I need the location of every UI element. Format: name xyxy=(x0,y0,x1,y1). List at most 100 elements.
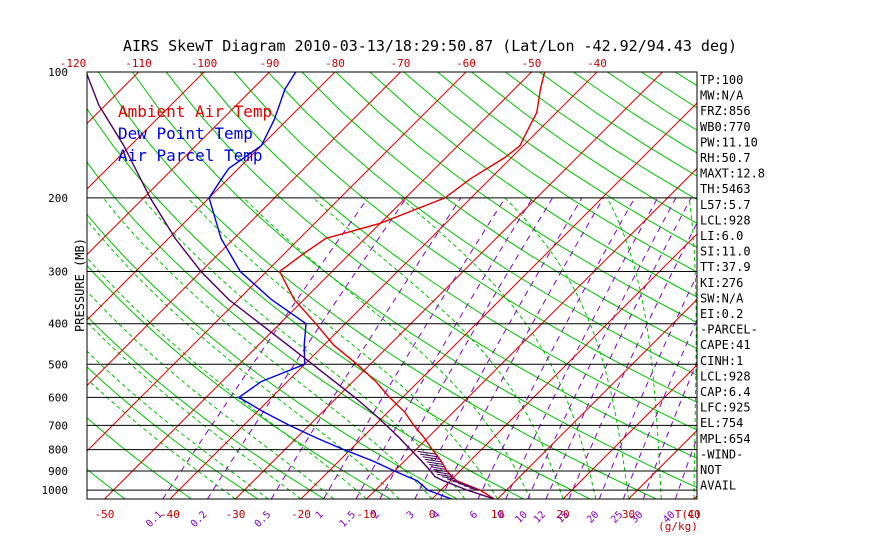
cin-hatch-line xyxy=(429,463,445,468)
mixing-ratio-tick-label: 6 xyxy=(468,509,480,521)
mixing-ratio-line xyxy=(505,197,659,499)
sounding-profiles xyxy=(87,72,546,499)
moist-adiabats xyxy=(87,197,697,499)
moist-adiabat-line xyxy=(606,197,662,499)
cin-hatch-line xyxy=(417,450,436,455)
pressure-tick-label: 600 xyxy=(48,391,68,404)
dry-adiabat-line xyxy=(87,315,325,499)
top-temp-tick-label: -50 xyxy=(522,57,542,70)
pressure-tick-label: 100 xyxy=(48,66,68,79)
pressure-tick-labels: 100 200 300 400 500 600 700 800 900 1000 xyxy=(42,66,69,497)
bottom-temp-tick-label: 0 xyxy=(429,508,436,521)
dry-adiabat-line xyxy=(87,107,591,499)
isotherm-line xyxy=(235,72,663,499)
cin-hatch-line xyxy=(437,473,453,478)
moist-adiabat-line xyxy=(243,197,531,499)
index-item: EI:0.2 xyxy=(700,307,743,321)
mixing-ratio-tick-label: 0.5 xyxy=(253,509,274,530)
dry-adiabat-line xyxy=(743,72,870,499)
index-item: TH:5463 xyxy=(700,182,751,196)
index-item: CINH:1 xyxy=(700,354,743,368)
dry-adiabat-line xyxy=(87,417,192,499)
cin-hatch-line xyxy=(419,453,438,458)
index-item: -PARCEL- xyxy=(700,323,758,337)
top-temp-tick-label: -70 xyxy=(391,57,411,70)
index-item: MW:N/A xyxy=(700,89,744,103)
top-temp-tick-label: -120 xyxy=(60,57,87,70)
dry-adiabat-line xyxy=(199,72,697,431)
background-grid xyxy=(0,72,870,499)
index-item: WB0:770 xyxy=(700,120,751,134)
bottom-temp-tick-label: 20 xyxy=(556,508,569,521)
index-item: PW:11.10 xyxy=(700,135,758,149)
y-axis-label: PRESSURE (MB) xyxy=(73,238,87,332)
mixing-ratio-tick-labels: 0.1 0.2 0.5 1 1.5 2 3 4 6 8 10 12 15 20 25 30 40 xyxy=(144,509,677,530)
top-temp-tick-label: -100 xyxy=(191,57,218,70)
isotherm-line xyxy=(87,72,270,256)
bottom-temp-tick-label: -50 xyxy=(95,508,115,521)
dry-adiabat-line xyxy=(165,72,697,459)
bottom-temp-tick-label: 30 xyxy=(622,508,635,521)
pressure-tick-label: 900 xyxy=(48,465,68,478)
bottom-temp-tick-label: -30 xyxy=(226,508,246,521)
series-line xyxy=(278,72,546,499)
index-item: RH:50.7 xyxy=(700,151,751,165)
mixing-ratio-line xyxy=(477,197,636,499)
dry-adiabat-line xyxy=(505,72,697,201)
dry-adiabat-line xyxy=(403,72,697,273)
bottom-temp-tick-label: -40 xyxy=(160,508,180,521)
mixing-ratio-line xyxy=(622,319,697,499)
cin-hatch-line xyxy=(446,478,458,482)
bottom-temp-tick-label: -10 xyxy=(357,508,377,521)
index-item: KI:276 xyxy=(700,276,743,290)
index-item: LCL:928 xyxy=(700,213,751,227)
legend: Ambient Air Temp Dew Point Temp Air Parc… xyxy=(118,102,272,165)
index-item: EL:754 xyxy=(700,416,743,430)
mixing-ratio-line xyxy=(527,197,677,499)
moist-adiabat-line xyxy=(102,197,433,499)
moist-adiabat-line xyxy=(504,197,629,499)
top-temp-tick-label: -110 xyxy=(125,57,152,70)
moist-adiabat-line xyxy=(87,219,400,499)
cin-hatch-line xyxy=(457,483,469,487)
dry-adiabat-line xyxy=(87,161,524,499)
isotherm-line xyxy=(169,72,598,499)
plot-frame xyxy=(86,71,698,500)
mixing-ratio-line xyxy=(674,436,697,499)
isotherm-line xyxy=(431,233,697,499)
dry-adiabat-line xyxy=(335,72,697,324)
moist-adiabat-line xyxy=(312,197,564,499)
pressure-tick-label: 800 xyxy=(48,444,68,457)
isotherm-line xyxy=(87,72,467,452)
legend-dewpoint: Dew Point Temp xyxy=(118,124,253,143)
moist-adiabat-line xyxy=(87,378,236,499)
cin-hatch-line xyxy=(441,476,455,480)
dry-adiabat-line xyxy=(233,72,697,403)
series-line xyxy=(208,72,452,499)
mixing-ratio-line xyxy=(355,197,534,499)
mixing-ratio-line xyxy=(545,197,692,499)
index-item: NOT xyxy=(700,463,722,477)
mixing-ratio-lines xyxy=(162,197,697,499)
index-item: -WIND- xyxy=(700,447,743,461)
index-item: MPL:654 xyxy=(700,432,751,446)
index-item: TP:100 xyxy=(700,73,743,87)
index-item: SI:11.0 xyxy=(700,245,751,259)
pressure-tick-label: 400 xyxy=(48,318,68,331)
pressure-tick-label: 500 xyxy=(48,358,68,371)
dry-adiabat-line xyxy=(811,72,870,499)
mixing-ratio-line xyxy=(379,197,554,499)
dry-adiabat-line xyxy=(369,72,697,298)
index-item: CAPE:41 xyxy=(700,338,751,352)
isotherms xyxy=(0,72,697,499)
moist-adiabat-line xyxy=(87,256,367,499)
dry-adiabat-line xyxy=(267,72,697,376)
cin-hatch-line xyxy=(422,456,440,460)
mixing-ratio-line xyxy=(598,274,697,499)
moist-adiabat-line xyxy=(688,197,697,499)
chart-title: AIRS SkewT Diagram 2010-03-13/18:29:50.8… xyxy=(123,37,737,55)
moist-adiabat-line xyxy=(87,350,269,499)
cin-hatch xyxy=(417,450,481,491)
isotherm-line xyxy=(0,72,73,499)
